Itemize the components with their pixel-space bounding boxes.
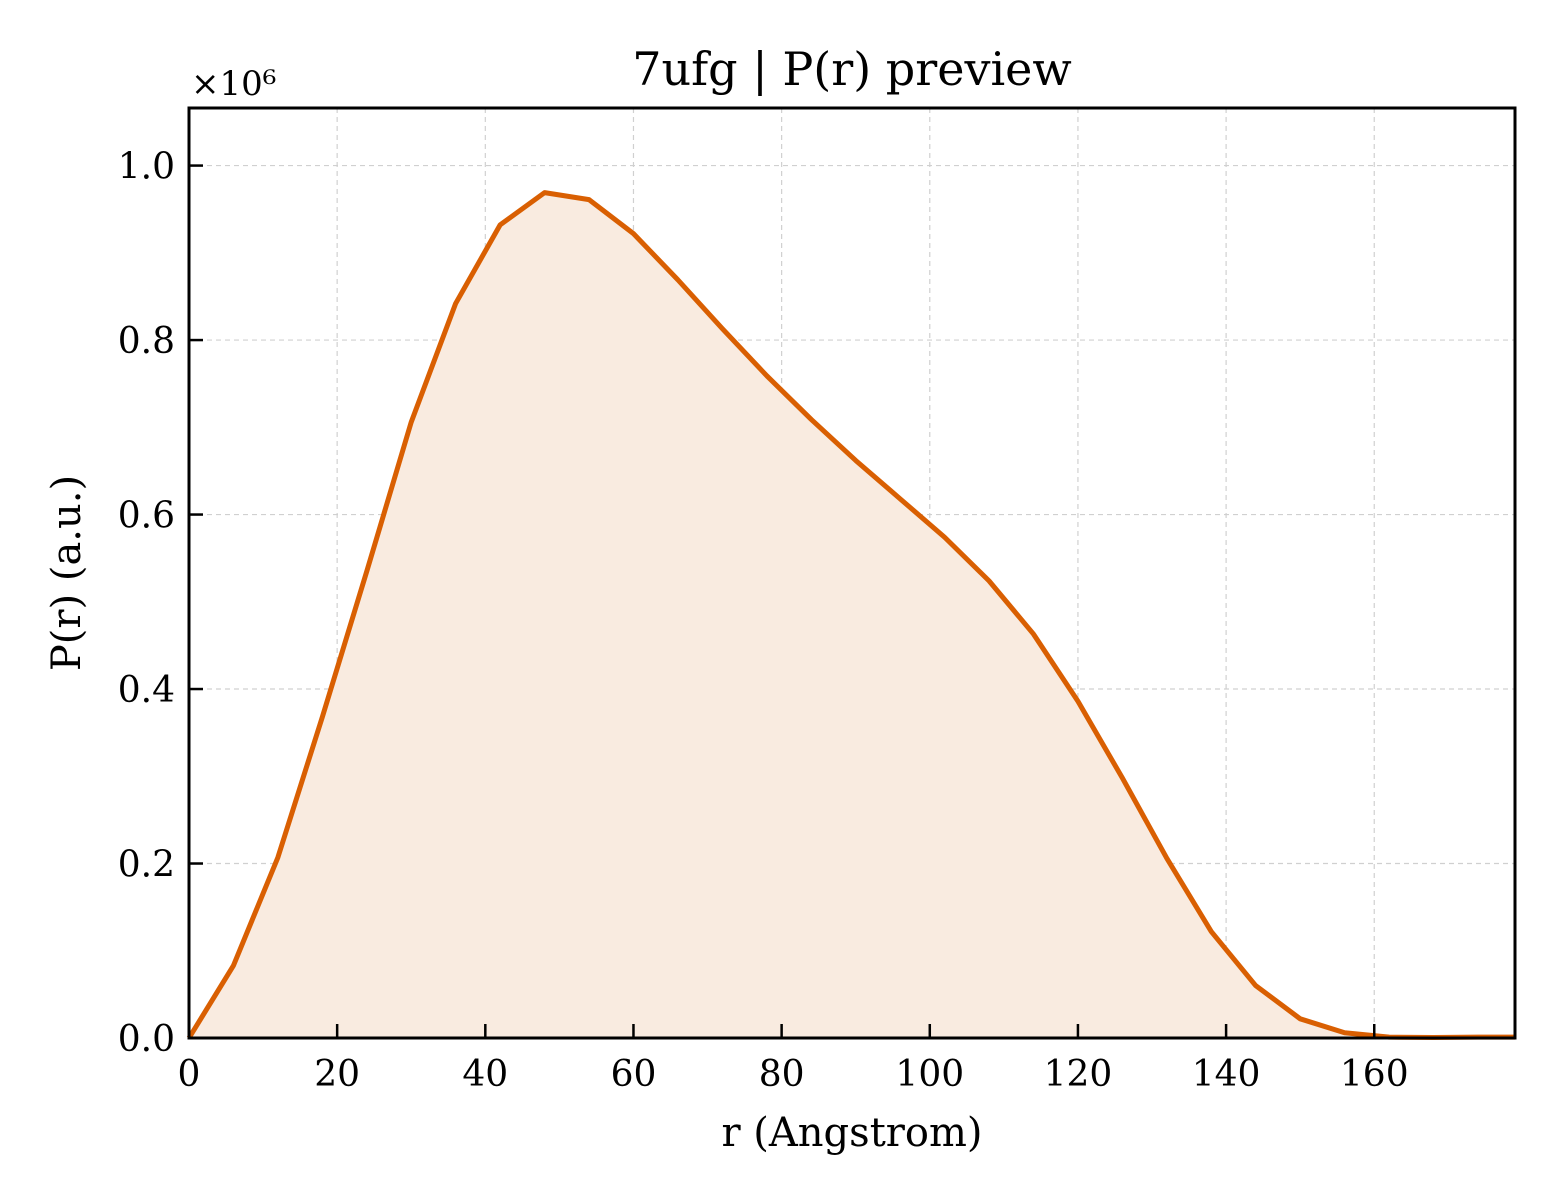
x-tick-label-6: 120 (1044, 1054, 1113, 1095)
plot-frame (187, 106, 1517, 1040)
ticks-layer (187, 164, 1376, 1040)
y-scale-label: ×10⁶ (191, 64, 276, 104)
y-tick-label-3: 0.6 (118, 496, 175, 537)
y-tick-label-1: 0.2 (118, 845, 175, 886)
pr-series-line (186, 190, 1515, 1041)
x-tick-label-7: 140 (1192, 1054, 1261, 1095)
pr-area-fill (189, 192, 1515, 1038)
x-axis-label: r (Angstrom) (721, 1110, 982, 1156)
tick-labels-layer: 0 20 40 60 80 100 120 140 160 0.0 0.2 0.4 0.6 0.8 1.0 (118, 147, 1409, 1095)
x-tick-label-5: 100 (895, 1054, 964, 1095)
y-tick-label-4: 0.8 (118, 321, 175, 362)
x-tick-label-8: 160 (1340, 1054, 1409, 1095)
y-axis-label: P(r) (a.u.) (44, 475, 90, 671)
x-tick-label-2: 40 (462, 1054, 508, 1095)
y-tick-label-2: 0.4 (118, 670, 175, 711)
y-tick-label-5: 1.0 (118, 147, 175, 188)
x-tick-label-3: 60 (611, 1054, 657, 1095)
x-tick-label-1: 20 (314, 1054, 360, 1095)
chart-title: 7ufg | P(r) preview (632, 42, 1072, 96)
y-tick-label-0: 0.0 (118, 1019, 175, 1060)
x-tick-label-4: 80 (759, 1054, 805, 1095)
x-tick-label-0: 0 (178, 1054, 201, 1095)
